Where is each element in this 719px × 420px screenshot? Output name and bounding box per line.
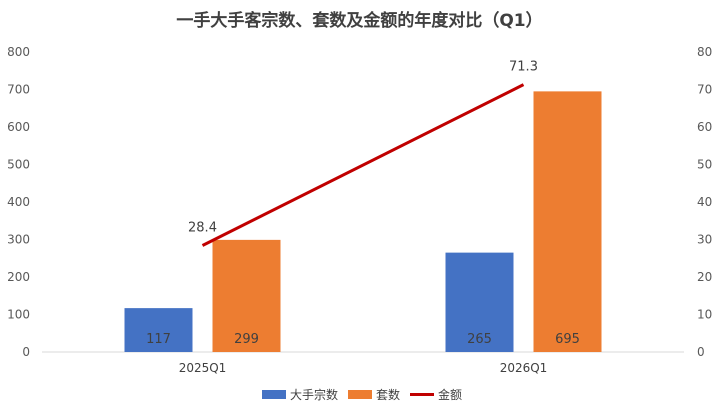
line-amount	[201, 83, 525, 247]
left-tick-label: 300	[7, 233, 30, 247]
right-tick-label: 20	[697, 270, 712, 284]
bars-group: 117 299 265 695	[124, 91, 602, 352]
category-labels: 2025Q1 2026Q1	[179, 361, 548, 375]
line-series-group: 28.4 71.3	[188, 60, 538, 247]
bar-deals-2026Q1	[445, 252, 514, 352]
right-axis-ticks: 0 10 20 30 40 50 60 70 80	[697, 45, 712, 359]
left-tick-label: 200	[7, 270, 30, 284]
category-label: 2026Q1	[500, 361, 548, 375]
right-tick-label: 80	[697, 45, 712, 59]
left-tick-label: 800	[7, 45, 30, 59]
left-tick-label: 400	[7, 195, 30, 209]
right-tick-label: 30	[697, 233, 712, 247]
legend-swatch	[348, 390, 372, 399]
chart-title: 一手大手客宗数、套数及金额的年度对比（Q1）	[176, 10, 542, 31]
legend: 大手宗数 套数 金额	[262, 387, 462, 402]
right-tick-label: 0	[697, 345, 705, 359]
bar-deals-2025Q1	[124, 308, 193, 352]
left-tick-label: 500	[7, 158, 30, 172]
left-tick-label: 100	[7, 308, 30, 322]
left-tick-label: 600	[7, 120, 30, 134]
legend-swatch	[262, 390, 286, 399]
legend-label: 套数	[376, 387, 400, 402]
right-tick-label: 10	[697, 308, 712, 322]
left-tick-label: 0	[22, 345, 30, 359]
right-tick-label: 60	[697, 120, 712, 134]
category-label: 2025Q1	[179, 361, 227, 375]
line-data-label: 28.4	[188, 221, 217, 236]
bar-data-label: 265	[467, 332, 492, 347]
line-data-label: 71.3	[509, 60, 538, 75]
bar-units-2026Q1	[533, 91, 602, 352]
left-tick-label: 700	[7, 83, 30, 97]
legend-label: 金额	[438, 387, 462, 402]
right-tick-label: 70	[697, 83, 712, 97]
bar-data-label: 695	[555, 332, 580, 347]
bar-data-label: 299	[234, 332, 259, 347]
legend-label: 大手宗数	[290, 387, 338, 402]
right-tick-label: 50	[697, 158, 712, 172]
right-tick-label: 40	[697, 195, 712, 209]
left-axis-ticks: 0 100 200 300 400 500 600 700 800	[7, 45, 30, 359]
bar-units-2025Q1	[212, 239, 281, 352]
bar-data-label: 117	[146, 332, 171, 347]
